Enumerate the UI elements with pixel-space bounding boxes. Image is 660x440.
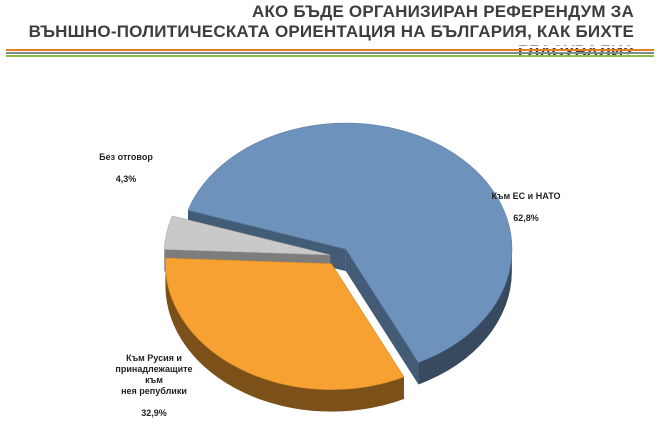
divider-stripe-gray (6, 52, 654, 54)
slice-name-no-answer: Без отговор (99, 152, 153, 162)
slice-value-no-answer: 4,3% (115, 174, 137, 184)
divider-stripe-orange (6, 49, 654, 51)
slice-label-eu-nato: Към ЕС и НАТО 62,8% (486, 180, 566, 224)
slice-name-eu-nato: Към ЕС и НАТО (491, 191, 561, 201)
slice-name-russia: Към Русия и принадлежащите към нея репуб… (115, 353, 193, 396)
pie-slice-no-answer (163, 215, 331, 256)
title-line-1: АКО БЪДЕ ОРГАНИЗИРАН РЕФЕРЕНДУМ ЗА (251, 2, 634, 21)
slice-rim-eu-nato-0 (418, 249, 512, 385)
divider-stripe-white (6, 46, 654, 48)
slice-label-no-answer: Без отговор 4,3% (86, 141, 166, 185)
slice-value-russia: 32,9% (141, 408, 167, 418)
pie-slice-eu-nato (187, 122, 513, 363)
slice-label-russia: Към Русия и принадлежащите към нея репуб… (106, 342, 202, 419)
slice-wall-eu-nato-1 (345, 249, 419, 385)
divider-stripe-green (6, 55, 654, 57)
slice-rim-russia-0 (165, 263, 404, 412)
pie-slice-russia (165, 257, 405, 390)
pie-tops (163, 122, 513, 390)
slice-value-eu-nato: 62,8% (513, 213, 539, 223)
